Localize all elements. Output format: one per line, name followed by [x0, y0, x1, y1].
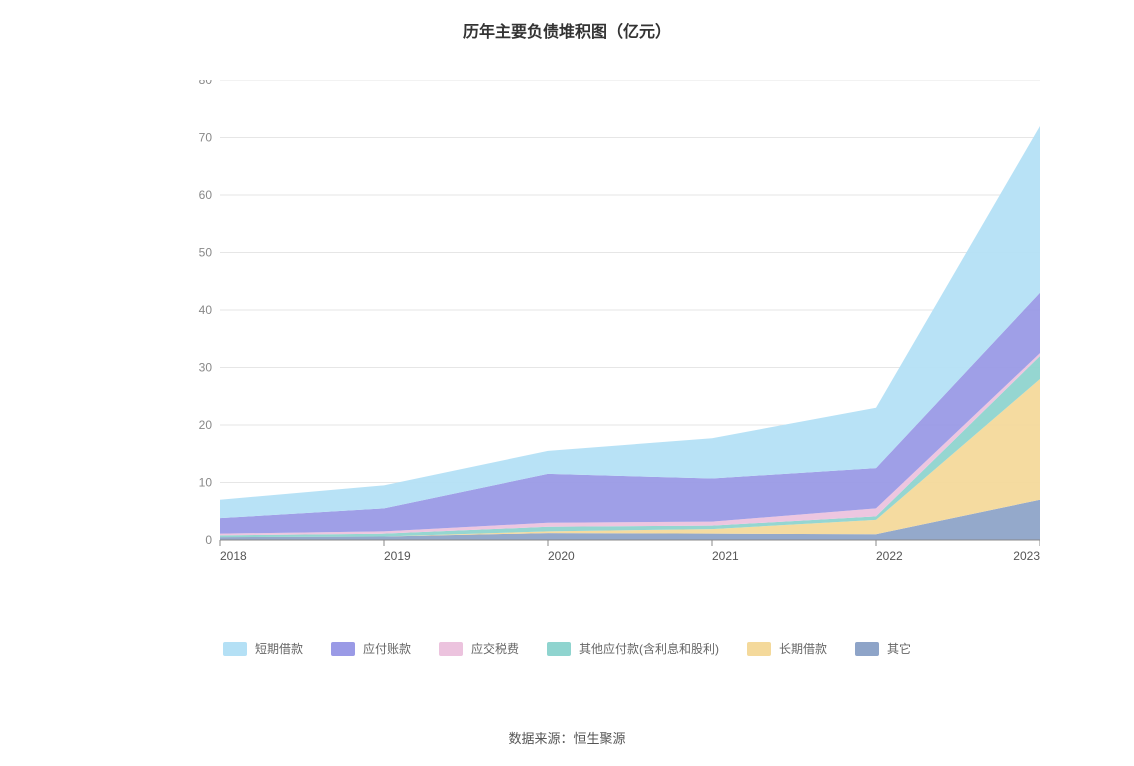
svg-text:2019: 2019: [384, 549, 411, 563]
legend-label: 应交税费: [471, 640, 519, 657]
legend-item[interactable]: 短期借款: [223, 640, 303, 657]
source-name: 恒生聚源: [574, 731, 626, 746]
svg-text:20: 20: [199, 418, 213, 432]
svg-text:2020: 2020: [548, 549, 575, 563]
svg-text:80: 80: [199, 80, 213, 87]
svg-text:60: 60: [199, 188, 213, 202]
data-source: 数据来源：恒生聚源: [0, 728, 1134, 747]
legend-swatch: [547, 642, 571, 656]
legend-item[interactable]: 应交税费: [439, 640, 519, 657]
stacked-area-chart: 历年主要负债堆积图（亿元） 0 10 20 30 40 50 60 70 80 2018 2019 2…: [0, 0, 1134, 766]
chart-svg: 0 10 20 30 40 50 60 70 80 2018 2019 2020 2021 2022 202…: [180, 80, 1040, 570]
svg-text:40: 40: [199, 303, 213, 317]
svg-text:2023: 2023: [1013, 549, 1040, 563]
legend-label: 短期借款: [255, 640, 303, 657]
source-prefix: 数据来源：: [508, 731, 573, 746]
svg-text:2021: 2021: [712, 549, 739, 563]
plot-area: 0 10 20 30 40 50 60 70 80 2018 2019 2020 2021 2022 202…: [180, 80, 1040, 570]
svg-text:50: 50: [199, 246, 213, 260]
legend-label: 其他应付款(含利息和股利): [579, 640, 719, 657]
svg-text:0: 0: [205, 533, 212, 547]
chart-title: 历年主要负债堆积图（亿元）: [0, 0, 1134, 42]
svg-text:2018: 2018: [220, 549, 247, 563]
legend-swatch: [855, 642, 879, 656]
legend-item[interactable]: 其他应付款(含利息和股利): [547, 640, 719, 657]
legend-swatch: [747, 642, 771, 656]
legend-swatch: [439, 642, 463, 656]
svg-text:70: 70: [199, 131, 213, 145]
legend-label: 长期借款: [779, 640, 827, 657]
svg-text:2022: 2022: [876, 549, 903, 563]
legend-item[interactable]: 应付账款: [331, 640, 411, 657]
svg-text:30: 30: [199, 361, 213, 375]
legend-swatch: [223, 642, 247, 656]
legend-label: 其它: [887, 640, 911, 657]
legend: 短期借款 应付账款 应交税费 其他应付款(含利息和股利) 长期借款 其它: [0, 640, 1134, 657]
svg-text:10: 10: [199, 476, 213, 490]
legend-label: 应付账款: [363, 640, 411, 657]
legend-swatch: [331, 642, 355, 656]
legend-item[interactable]: 长期借款: [747, 640, 827, 657]
legend-item[interactable]: 其它: [855, 640, 911, 657]
